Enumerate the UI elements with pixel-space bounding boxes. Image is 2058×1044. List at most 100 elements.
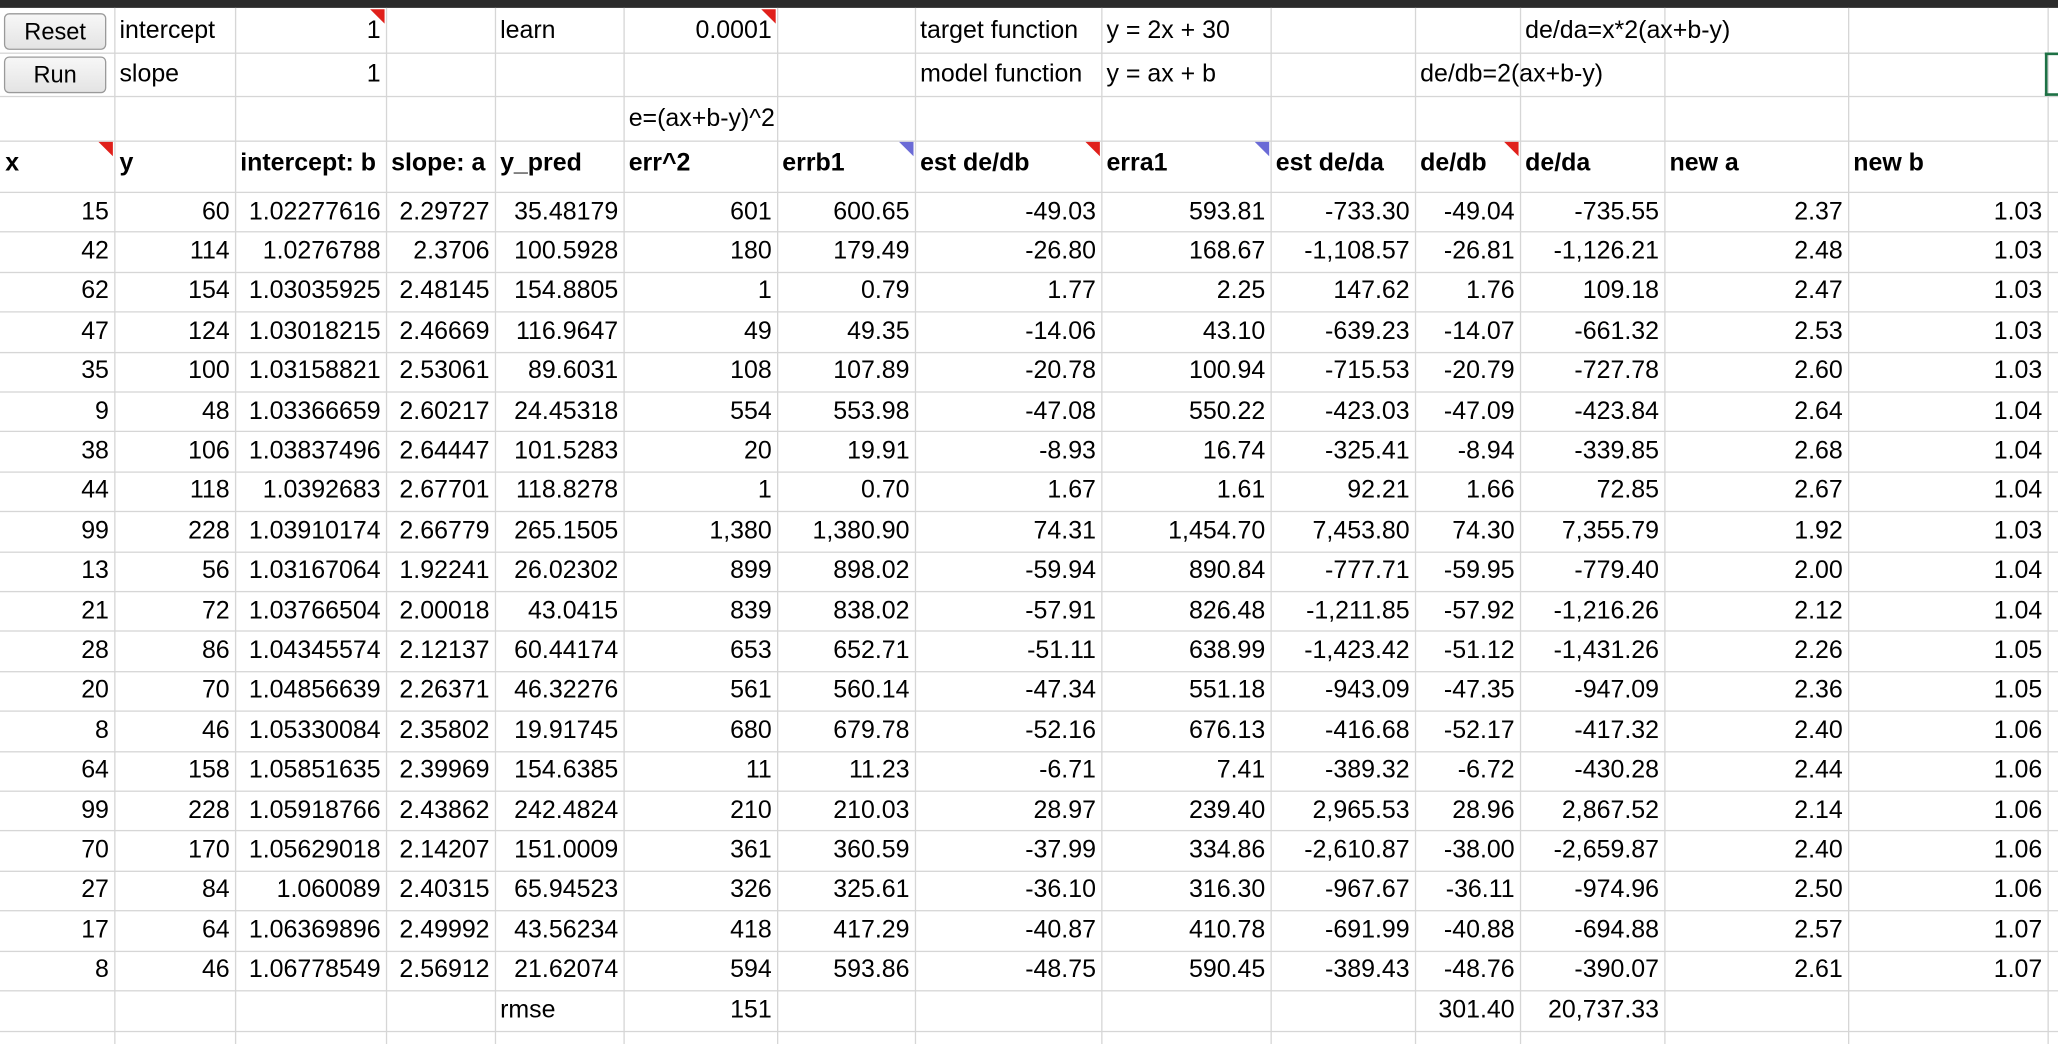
table-cell: 590.45: [1188, 956, 1266, 984]
table-cell: -51.11: [1027, 637, 1096, 665]
table-cell: 1.05330084: [248, 716, 381, 745]
table-cell: 2,867.52: [1561, 796, 1659, 825]
learn-label: learn: [500, 16, 556, 44]
table-cell: -1,108.57: [1304, 237, 1410, 266]
table-cell: -57.91: [1025, 597, 1096, 625]
grid-line: [1101, 7, 1103, 1044]
column-header: de/db: [1420, 149, 1487, 178]
table-cell: -733.30: [1325, 197, 1410, 226]
table-cell: -691.99: [1325, 916, 1410, 945]
table-cell: 114: [189, 237, 230, 266]
table-cell: 325.61: [833, 876, 910, 905]
table-cell: 228: [188, 796, 230, 825]
table-cell: 7.41: [1216, 756, 1266, 785]
table-cell: 42: [81, 237, 109, 266]
table-cell: 15: [81, 197, 109, 226]
table-cell: 72: [201, 597, 230, 625]
grid-line: [914, 7, 917, 1044]
table-cell: 46.32276: [514, 676, 619, 705]
table-cell: 1.06: [1993, 836, 2043, 865]
table-cell: -661.32: [1574, 317, 1659, 346]
table-cell: 1.060089: [276, 876, 381, 905]
column-header: new b: [1853, 149, 1924, 178]
table-cell: 2.49992: [399, 916, 490, 945]
column-header: errb1: [782, 149, 845, 178]
table-cell: 1.04: [1993, 557, 2043, 585]
table-cell: 1,380.90: [812, 517, 910, 545]
table-cell: -390.07: [1574, 956, 1659, 984]
table-cell: -1,126.21: [1553, 237, 1659, 266]
grid-line: [0, 191, 2058, 194]
table-cell: 60.44174: [514, 637, 619, 665]
table-cell: 180: [730, 237, 772, 266]
table-cell: 2.46669: [399, 317, 490, 346]
table-cell: 2.48145: [399, 277, 490, 306]
table-cell: -1,423.42: [1304, 637, 1410, 665]
table-cell: 64: [201, 916, 230, 945]
table-cell: 2.47: [1794, 277, 1843, 306]
table-cell: 239.40: [1188, 796, 1266, 825]
grid-line: [1519, 7, 1522, 1044]
table-cell: 2.40: [1794, 836, 1843, 865]
table-cell: 100: [188, 357, 230, 386]
table-cell: 38: [81, 437, 109, 465]
comment-marker: [1254, 141, 1270, 157]
table-cell: -423.84: [1574, 397, 1659, 426]
table-cell: 265.1505: [514, 517, 619, 545]
table-cell: -423.03: [1325, 397, 1410, 426]
table-cell: 1.03167064: [248, 557, 381, 585]
table-cell: 601: [730, 197, 772, 226]
table-cell: -59.95: [1443, 557, 1515, 585]
table-cell: -59.94: [1025, 557, 1096, 585]
table-cell: 100.5928: [514, 237, 619, 266]
table-cell: 2.53: [1794, 317, 1843, 346]
table-cell: 1: [757, 477, 772, 505]
table-cell: 56: [201, 557, 230, 585]
table-cell: -52.16: [1025, 716, 1096, 745]
grid-line: [0, 231, 2058, 233]
table-cell: 1.04345574: [248, 637, 381, 665]
table-cell: 839: [730, 597, 772, 625]
gradient-formula: de/da=x*2(ax+b-y): [1525, 16, 1731, 44]
reset-button[interactable]: Reset: [3, 13, 107, 50]
param-label: slope: [119, 60, 180, 88]
table-cell: 2.14207: [399, 836, 490, 865]
table-cell: 1.05: [1993, 637, 2043, 665]
table-cell: -1,431.26: [1553, 637, 1659, 665]
table-cell: -26.80: [1025, 237, 1096, 266]
table-cell: 124: [188, 317, 230, 346]
table-cell: 2.64: [1794, 397, 1843, 426]
table-cell: 1.77: [1047, 277, 1096, 306]
table-cell: 417.29: [833, 916, 910, 945]
table-cell: 210: [730, 796, 772, 825]
param-value: 1: [366, 60, 381, 88]
table-cell: -49.04: [1443, 197, 1515, 226]
grid-line: [777, 7, 779, 1044]
table-cell: 2.61: [1794, 956, 1843, 984]
table-cell: -26.81: [1443, 237, 1515, 266]
grid-line: [0, 910, 2058, 912]
table-cell: 2.00018: [399, 597, 490, 625]
table-cell: -49.03: [1025, 197, 1096, 226]
table-cell: -715.53: [1325, 357, 1410, 386]
run-button[interactable]: Run: [3, 56, 107, 94]
table-cell: -57.92: [1443, 597, 1515, 625]
table-cell: 8: [95, 716, 109, 745]
table-cell: 652.71: [833, 637, 910, 665]
table-cell: 13: [81, 557, 109, 585]
table-cell: 1.07: [1993, 956, 2043, 984]
table-cell: 210.03: [833, 796, 910, 825]
table-cell: 1.92: [1794, 517, 1843, 545]
table-cell: 2.50: [1794, 876, 1843, 905]
table-cell: 326: [730, 876, 772, 905]
comment-marker: [899, 141, 914, 157]
table-cell: 17: [81, 916, 109, 945]
table-cell: -52.17: [1443, 716, 1515, 745]
table-cell: 1.05851635: [248, 756, 381, 785]
table-cell: 28.97: [1033, 796, 1096, 825]
table-cell: 19.91: [847, 437, 910, 465]
table-cell: 1.76: [1466, 277, 1515, 306]
table-cell: 158: [188, 756, 230, 785]
table-cell: 35: [81, 357, 109, 386]
